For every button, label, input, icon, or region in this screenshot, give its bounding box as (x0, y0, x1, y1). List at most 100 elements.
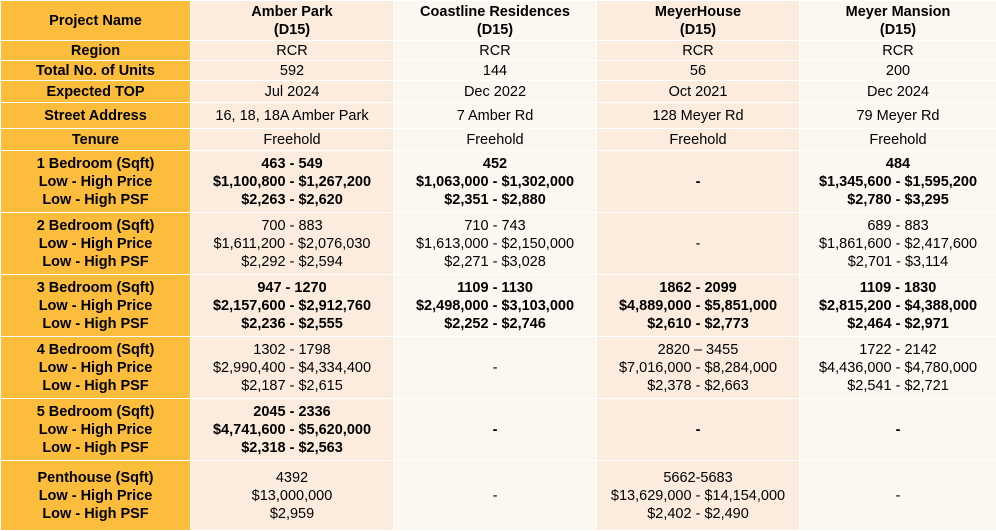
unit-value: 1862 - 2099 (597, 279, 799, 297)
unit-cell: - (800, 461, 996, 531)
unit-value: 2820 – 3455 (597, 341, 799, 359)
unit-label: 4 Bedroom (Sqft) (1, 341, 190, 359)
unit-value: $4,741,600 - $5,620,000 (191, 421, 393, 439)
unit-value: $2,378 - $2,663 (597, 377, 799, 395)
unit-label: 3 Bedroom (Sqft) (1, 279, 190, 297)
unit-value: $4,436,000 - $4,780,000 (800, 359, 996, 377)
project-name: Meyer Mansion (800, 3, 996, 21)
unit-cell: 2045 - 2336$4,741,600 - $5,620,000$2,318… (191, 399, 394, 461)
unit-value: $2,157,600 - $2,912,760 (191, 297, 393, 315)
info-cell: 592 (191, 61, 394, 81)
unit-value: - (394, 421, 596, 439)
unit-value: 689 - 883 (800, 217, 996, 235)
unit-value: $1,611,200 - $2,076,030 (191, 235, 393, 253)
project-district: (D15) (191, 21, 393, 39)
unit-cell: 452$1,063,000 - $1,302,000$2,351 - $2,88… (394, 151, 597, 213)
unit-cell: 5662-5683$13,629,000 - $14,154,000$2,402… (597, 461, 800, 531)
unit-value: 2045 - 2336 (191, 403, 393, 421)
unit-label: Low - High Price (1, 359, 190, 377)
unit-cell: - (597, 399, 800, 461)
unit-cell: 1302 - 1798$2,990,400 - $4,334,400$2,187… (191, 337, 394, 399)
unit-label: Low - High PSF (1, 505, 190, 523)
info-cell: 7 Amber Rd (394, 103, 597, 129)
unit-value: 5662-5683 (597, 469, 799, 487)
unit-value: 700 - 883 (191, 217, 393, 235)
unit-value: $2,815,200 - $4,388,000 (800, 297, 996, 315)
unit-label: Low - High PSF (1, 439, 190, 457)
unit-value: $2,780 - $3,295 (800, 191, 996, 209)
unit-cell: 463 - 549$1,100,800 - $1,267,200$2,263 -… (191, 151, 394, 213)
unit-value: $2,701 - $3,114 (800, 253, 996, 271)
unit-value: - (800, 487, 996, 505)
unit-value: 1109 - 1130 (394, 279, 596, 297)
unit-value: 4392 (191, 469, 393, 487)
unit-value: $2,959 (191, 505, 393, 523)
info-cell: RCR (191, 41, 394, 61)
unit-value: - (597, 421, 799, 439)
unit-label: Low - High Price (1, 487, 190, 505)
info-cell: RCR (394, 41, 597, 61)
project-district: (D15) (597, 21, 799, 39)
unit-cell: 4392$13,000,000$2,959 (191, 461, 394, 531)
unit-cell: - (394, 399, 597, 461)
unit-value: - (394, 359, 596, 377)
unit-label: Low - High Price (1, 297, 190, 315)
unit-label: 1 Bedroom (Sqft) (1, 155, 190, 173)
unit-value: 1722 - 2142 (800, 341, 996, 359)
project-name-label: Project Name (1, 1, 191, 41)
unit-cell: 700 - 883$1,611,200 - $2,076,030$2,292 -… (191, 213, 394, 275)
unit-cell: 1862 - 2099$4,889,000 - $5,851,000$2,610… (597, 275, 800, 337)
project-name: Coastline Residences (394, 3, 596, 21)
info-cell: Freehold (800, 129, 996, 151)
info-cell: 200 (800, 61, 996, 81)
project-name: MeyerHouse (597, 3, 799, 21)
unit-label: Low - High PSF (1, 377, 190, 395)
unit-value: - (800, 421, 996, 439)
info-cell: Freehold (597, 129, 800, 151)
info-cell: 56 (597, 61, 800, 81)
unit-cell: 1722 - 2142$4,436,000 - $4,780,000$2,541… (800, 337, 996, 399)
unit-value: $2,610 - $2,773 (597, 315, 799, 333)
unit-label: Low - High PSF (1, 191, 190, 209)
unit-value: $2,292 - $2,594 (191, 253, 393, 271)
unit-value: $2,990,400 - $4,334,400 (191, 359, 393, 377)
unit-label: Low - High Price (1, 173, 190, 191)
info-cell: Freehold (191, 129, 394, 151)
unit-value: - (597, 173, 799, 191)
unit-value: $1,345,600 - $1,595,200 (800, 173, 996, 191)
project-header: Meyer Mansion(D15) (800, 1, 996, 41)
row-label: Tenure (1, 129, 191, 151)
unit-value: $4,889,000 - $5,851,000 (597, 297, 799, 315)
unit-value: $13,629,000 - $14,154,000 (597, 487, 799, 505)
unit-cell: 1109 - 1130$2,498,000 - $3,103,000$2,252… (394, 275, 597, 337)
unit-value: 452 (394, 155, 596, 173)
row-label: Street Address (1, 103, 191, 129)
unit-cell: 710 - 743$1,613,000 - $2,150,000$2,271 -… (394, 213, 597, 275)
unit-value: $2,464 - $2,971 (800, 315, 996, 333)
unit-value: $2,402 - $2,490 (597, 505, 799, 523)
unit-label: Penthouse (Sqft) (1, 469, 190, 487)
unit-cell: 2820 – 3455$7,016,000 - $8,284,000$2,378… (597, 337, 800, 399)
unit-label: Low - High Price (1, 235, 190, 253)
info-cell: 144 (394, 61, 597, 81)
unit-value: - (394, 487, 596, 505)
unit-value: $2,187 - $2,615 (191, 377, 393, 395)
unit-value: 947 - 1270 (191, 279, 393, 297)
unit-cell: - (394, 461, 597, 531)
row-label: Expected TOP (1, 81, 191, 103)
info-cell: Dec 2024 (800, 81, 996, 103)
info-cell: RCR (800, 41, 996, 61)
unit-label: Low - High Price (1, 421, 190, 439)
info-cell: Jul 2024 (191, 81, 394, 103)
unit-value: $1,613,000 - $2,150,000 (394, 235, 596, 253)
